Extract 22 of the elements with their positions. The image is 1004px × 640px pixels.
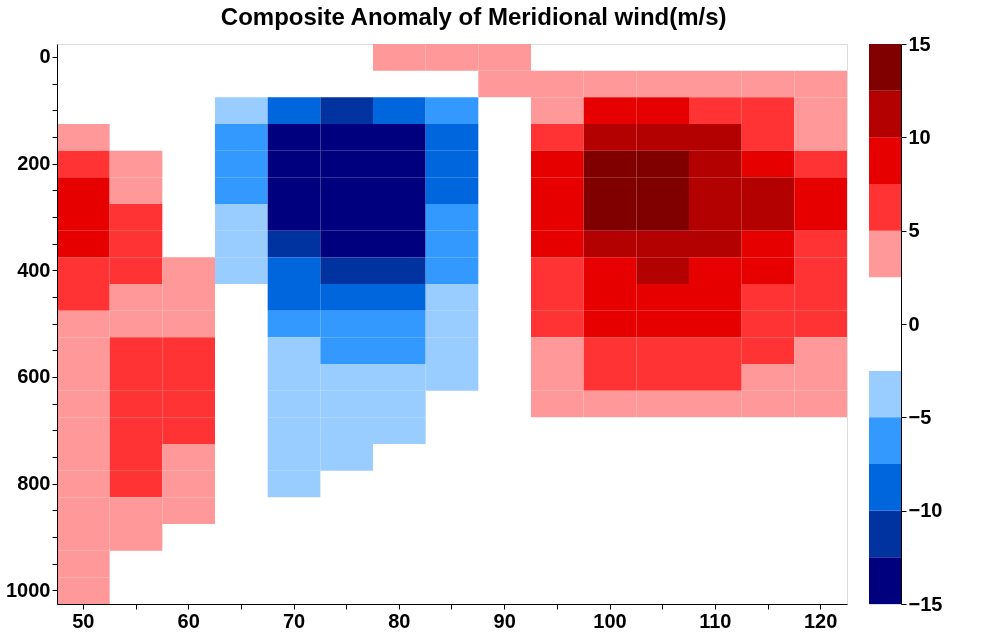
x-tick-label: 100 <box>593 609 627 632</box>
x-tick-label: 110 <box>699 609 732 632</box>
color-bar-label: −15 <box>908 592 943 615</box>
x-tick-label: 80 <box>388 609 411 632</box>
y-tick-label: 400 <box>17 258 51 281</box>
color-bar-label: 15 <box>908 32 931 55</box>
color-bar-label: 5 <box>908 219 920 242</box>
color-bar-label: −5 <box>908 405 932 428</box>
x-tick-label: 60 <box>177 609 200 632</box>
color-bar-label: −10 <box>908 499 943 522</box>
y-tick-label: 1000 <box>6 578 51 601</box>
color-bar-label: 0 <box>908 312 920 335</box>
y-tick-label: 800 <box>17 472 51 494</box>
color-bar-label: 10 <box>908 125 931 148</box>
x-tick-label: 90 <box>493 609 516 632</box>
y-tick-label: 200 <box>17 152 51 174</box>
chart-title: Composite Anomaly of Meridional wind(m/s) <box>220 2 727 30</box>
x-tick-label: 50 <box>72 609 95 632</box>
x-tick-label: 70 <box>282 609 306 632</box>
y-tick-label: 600 <box>17 365 51 388</box>
y-tick-label: 0 <box>39 45 51 68</box>
x-tick-label: 120 <box>803 609 838 632</box>
